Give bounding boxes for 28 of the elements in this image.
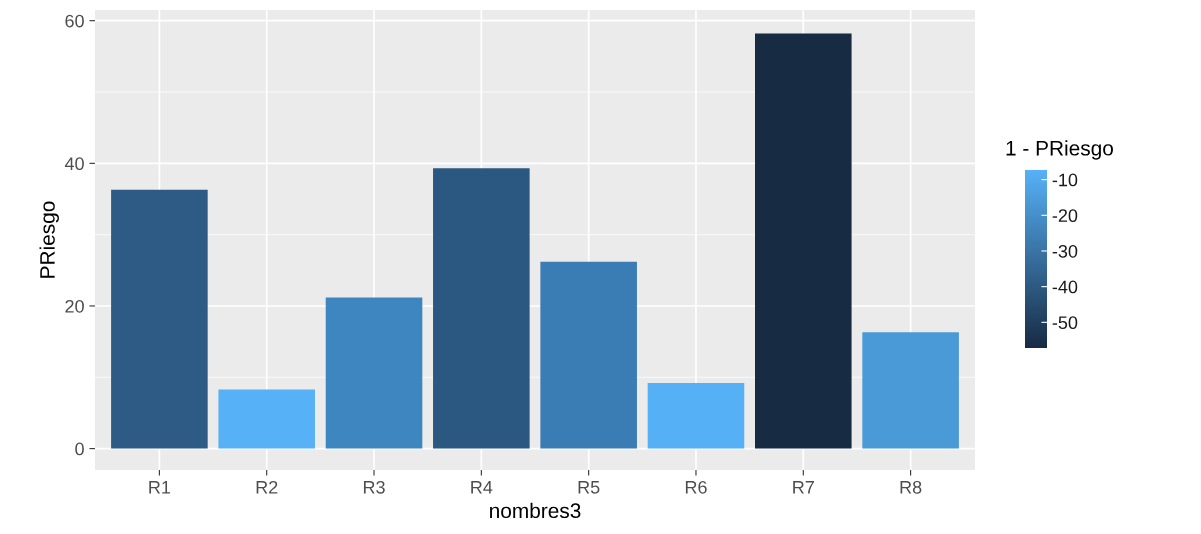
x-tick-label: R5 <box>578 481 600 494</box>
color-bar-title: 1 - PRiesgo <box>1006 140 1113 160</box>
bar <box>325 297 423 449</box>
y-tick-label: 0 <box>75 442 84 456</box>
bar <box>218 389 315 449</box>
y-tick-label: 60 <box>65 14 84 28</box>
x-tick-label: R4 <box>471 481 493 494</box>
color-bar-label: -20 <box>1052 209 1078 223</box>
x-axis-title: nombres3 <box>490 502 581 519</box>
x-tick-label: R6 <box>685 480 707 494</box>
bar <box>540 261 637 449</box>
color-bar-label: -40 <box>1052 280 1078 294</box>
y-axis-title: PRiesgo <box>39 201 59 278</box>
color-bar-label: -30 <box>1052 244 1078 258</box>
y-tick-label: 20 <box>65 299 84 313</box>
y-tick-label: 40 <box>64 157 84 171</box>
x-tick-label: R2 <box>256 480 278 494</box>
color-bar-label: -10 <box>1052 173 1078 187</box>
bar <box>755 33 852 449</box>
bar <box>433 168 530 449</box>
bar <box>862 332 959 449</box>
bar <box>647 382 745 449</box>
bar <box>111 189 208 449</box>
x-tick-label: R3 <box>363 480 385 494</box>
x-tick-label: R1 <box>149 481 171 494</box>
x-tick-label: R8 <box>900 480 922 494</box>
color-bar-label: -50 <box>1052 316 1078 330</box>
x-tick-label: R7 <box>793 481 814 494</box>
